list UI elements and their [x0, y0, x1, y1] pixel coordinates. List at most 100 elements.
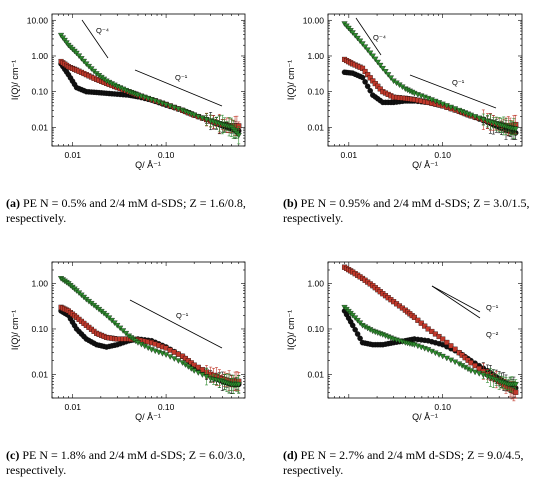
data-point — [418, 320, 424, 326]
plot-frame — [327, 13, 523, 147]
x-tick-label: 0.10 — [434, 402, 451, 412]
data-point — [354, 331, 361, 337]
chart-panel-d: 0.10 0.01 0.10 1.00 Q/ Å⁻¹ I(Q)/ cm⁻¹ Q⁻¹ Q⁻² — [286, 261, 523, 422]
data-point — [452, 359, 459, 366]
x-tick-label: 0.10 — [158, 402, 175, 412]
data-point — [387, 75, 394, 81]
caption-a-text: PE N = 0.5% and 2/4 mM d-SDS; Z = 1.6/0.… — [6, 196, 246, 225]
data-point — [476, 115, 483, 122]
chart-panel-c: 0.01 0.10 0.01 0.10 1.00 Q/ Å⁻¹ I(Q)/ cm⁻¹ Q⁻¹ — [10, 261, 246, 422]
x-tick-label: 0.10 — [158, 150, 175, 160]
data-point — [163, 352, 170, 358]
caption-b-text: PE N = 0.95% and 2/4 mM d-SDS; Z = 3.0/1… — [283, 196, 530, 225]
y-tick-label: 0.01 — [31, 369, 48, 379]
x-axis-label: Q/ Å⁻¹ — [412, 160, 438, 170]
data-point — [447, 104, 455, 111]
y-tick-label: 0.10 — [307, 87, 324, 97]
x-tick-label: 0.01 — [64, 402, 81, 412]
data-point — [349, 322, 356, 329]
caption-b: (b) PE N = 0.95% and 2/4 mM d-SDS; Z = 3… — [283, 196, 545, 226]
y-tick-label: 1.00 — [31, 279, 48, 289]
slope-guide-line — [431, 285, 481, 313]
plot-frame — [51, 13, 246, 147]
y-tick-label: 0.01 — [307, 369, 324, 379]
data-point — [364, 83, 371, 90]
data-point — [476, 365, 482, 372]
data-point — [447, 357, 455, 364]
data-point — [78, 56, 85, 62]
data-point — [235, 132, 242, 139]
data-point — [444, 339, 450, 345]
data-point — [171, 356, 178, 362]
y-tick-label: 1.00 — [307, 279, 324, 289]
y-axis-label: I(Q)/ cm⁻¹ — [286, 310, 296, 350]
data-point — [117, 325, 124, 332]
data-point — [476, 371, 483, 377]
data-point — [512, 126, 519, 133]
chart-panel-b: 0.01 0.10 0.01 0.10 1.00 10.00 Q/ Å⁻¹ I(Q)/ cm⁻… — [286, 13, 523, 170]
data-point — [468, 360, 474, 366]
data-point — [385, 72, 392, 78]
data-point — [359, 41, 366, 47]
slope-label: Q⁻¹ — [486, 303, 499, 312]
x-axis-label: Q/ Å⁻¹ — [135, 412, 161, 422]
slope-label: Q⁻¹ — [175, 73, 188, 82]
data-point — [472, 369, 479, 376]
data-point — [359, 74, 366, 81]
data-point — [195, 370, 202, 376]
data-point — [357, 335, 363, 342]
data-point — [480, 117, 487, 123]
data-point — [362, 44, 369, 50]
y-tick-label: 0.10 — [31, 87, 48, 97]
caption-d: (d) PE N = 2.7% and 2/4 mM d-SDS; Z = 9.… — [283, 448, 545, 478]
data-point — [467, 112, 474, 119]
data-point — [365, 72, 371, 78]
data-point — [352, 326, 358, 333]
data-point — [440, 336, 446, 342]
slope-guide-line — [134, 69, 223, 107]
data-point — [452, 106, 459, 112]
slope-label: Q⁻² — [486, 330, 499, 339]
slope-guide-line — [355, 17, 382, 56]
data-point — [191, 112, 198, 119]
plot-frame — [327, 261, 523, 399]
data-point — [367, 75, 373, 81]
y-tick-label: 1.00 — [307, 51, 324, 61]
data-point — [372, 56, 379, 63]
data-point — [411, 314, 417, 320]
data-point — [513, 389, 519, 395]
plot-frame — [51, 261, 246, 399]
slope-guide-line — [81, 19, 109, 59]
slope-label: Q⁻¹ — [452, 78, 465, 87]
slope-guide-line — [129, 299, 223, 349]
data-point — [377, 62, 384, 69]
data-point — [120, 328, 127, 334]
data-point — [374, 59, 381, 66]
slope-guide-line — [431, 285, 481, 319]
y-tick-label: 0.10 — [307, 324, 324, 334]
data-point — [352, 33, 359, 39]
x-tick-label: 0.01 — [341, 150, 358, 160]
data-point — [443, 355, 450, 362]
y-tick-label: 0.01 — [31, 122, 48, 132]
data-point — [235, 382, 242, 388]
x-tick-label: 0.01 — [64, 150, 81, 160]
data-point — [362, 79, 368, 85]
data-point — [439, 353, 446, 360]
data-point — [422, 323, 428, 329]
slope-guide-line — [409, 74, 497, 109]
caption-c: (c) PE N = 1.8% and 2/4 mM d-SDS; Z = 6.… — [6, 448, 268, 478]
data-point — [364, 47, 371, 53]
slope-label: Q⁻⁴ — [96, 26, 109, 35]
y-axis-label: I(Q)/ cm⁻¹ — [10, 310, 20, 350]
data-point — [199, 115, 206, 122]
data-point — [382, 69, 389, 75]
data-point — [379, 65, 386, 72]
y-tick-label: 10.00 — [27, 15, 49, 25]
data-point — [191, 368, 198, 374]
data-point — [367, 50, 374, 57]
data-point — [452, 346, 458, 352]
data-point — [122, 330, 130, 337]
caption-b-tag: (b) — [283, 196, 298, 210]
slope-label: Q⁻⁴ — [373, 33, 386, 42]
